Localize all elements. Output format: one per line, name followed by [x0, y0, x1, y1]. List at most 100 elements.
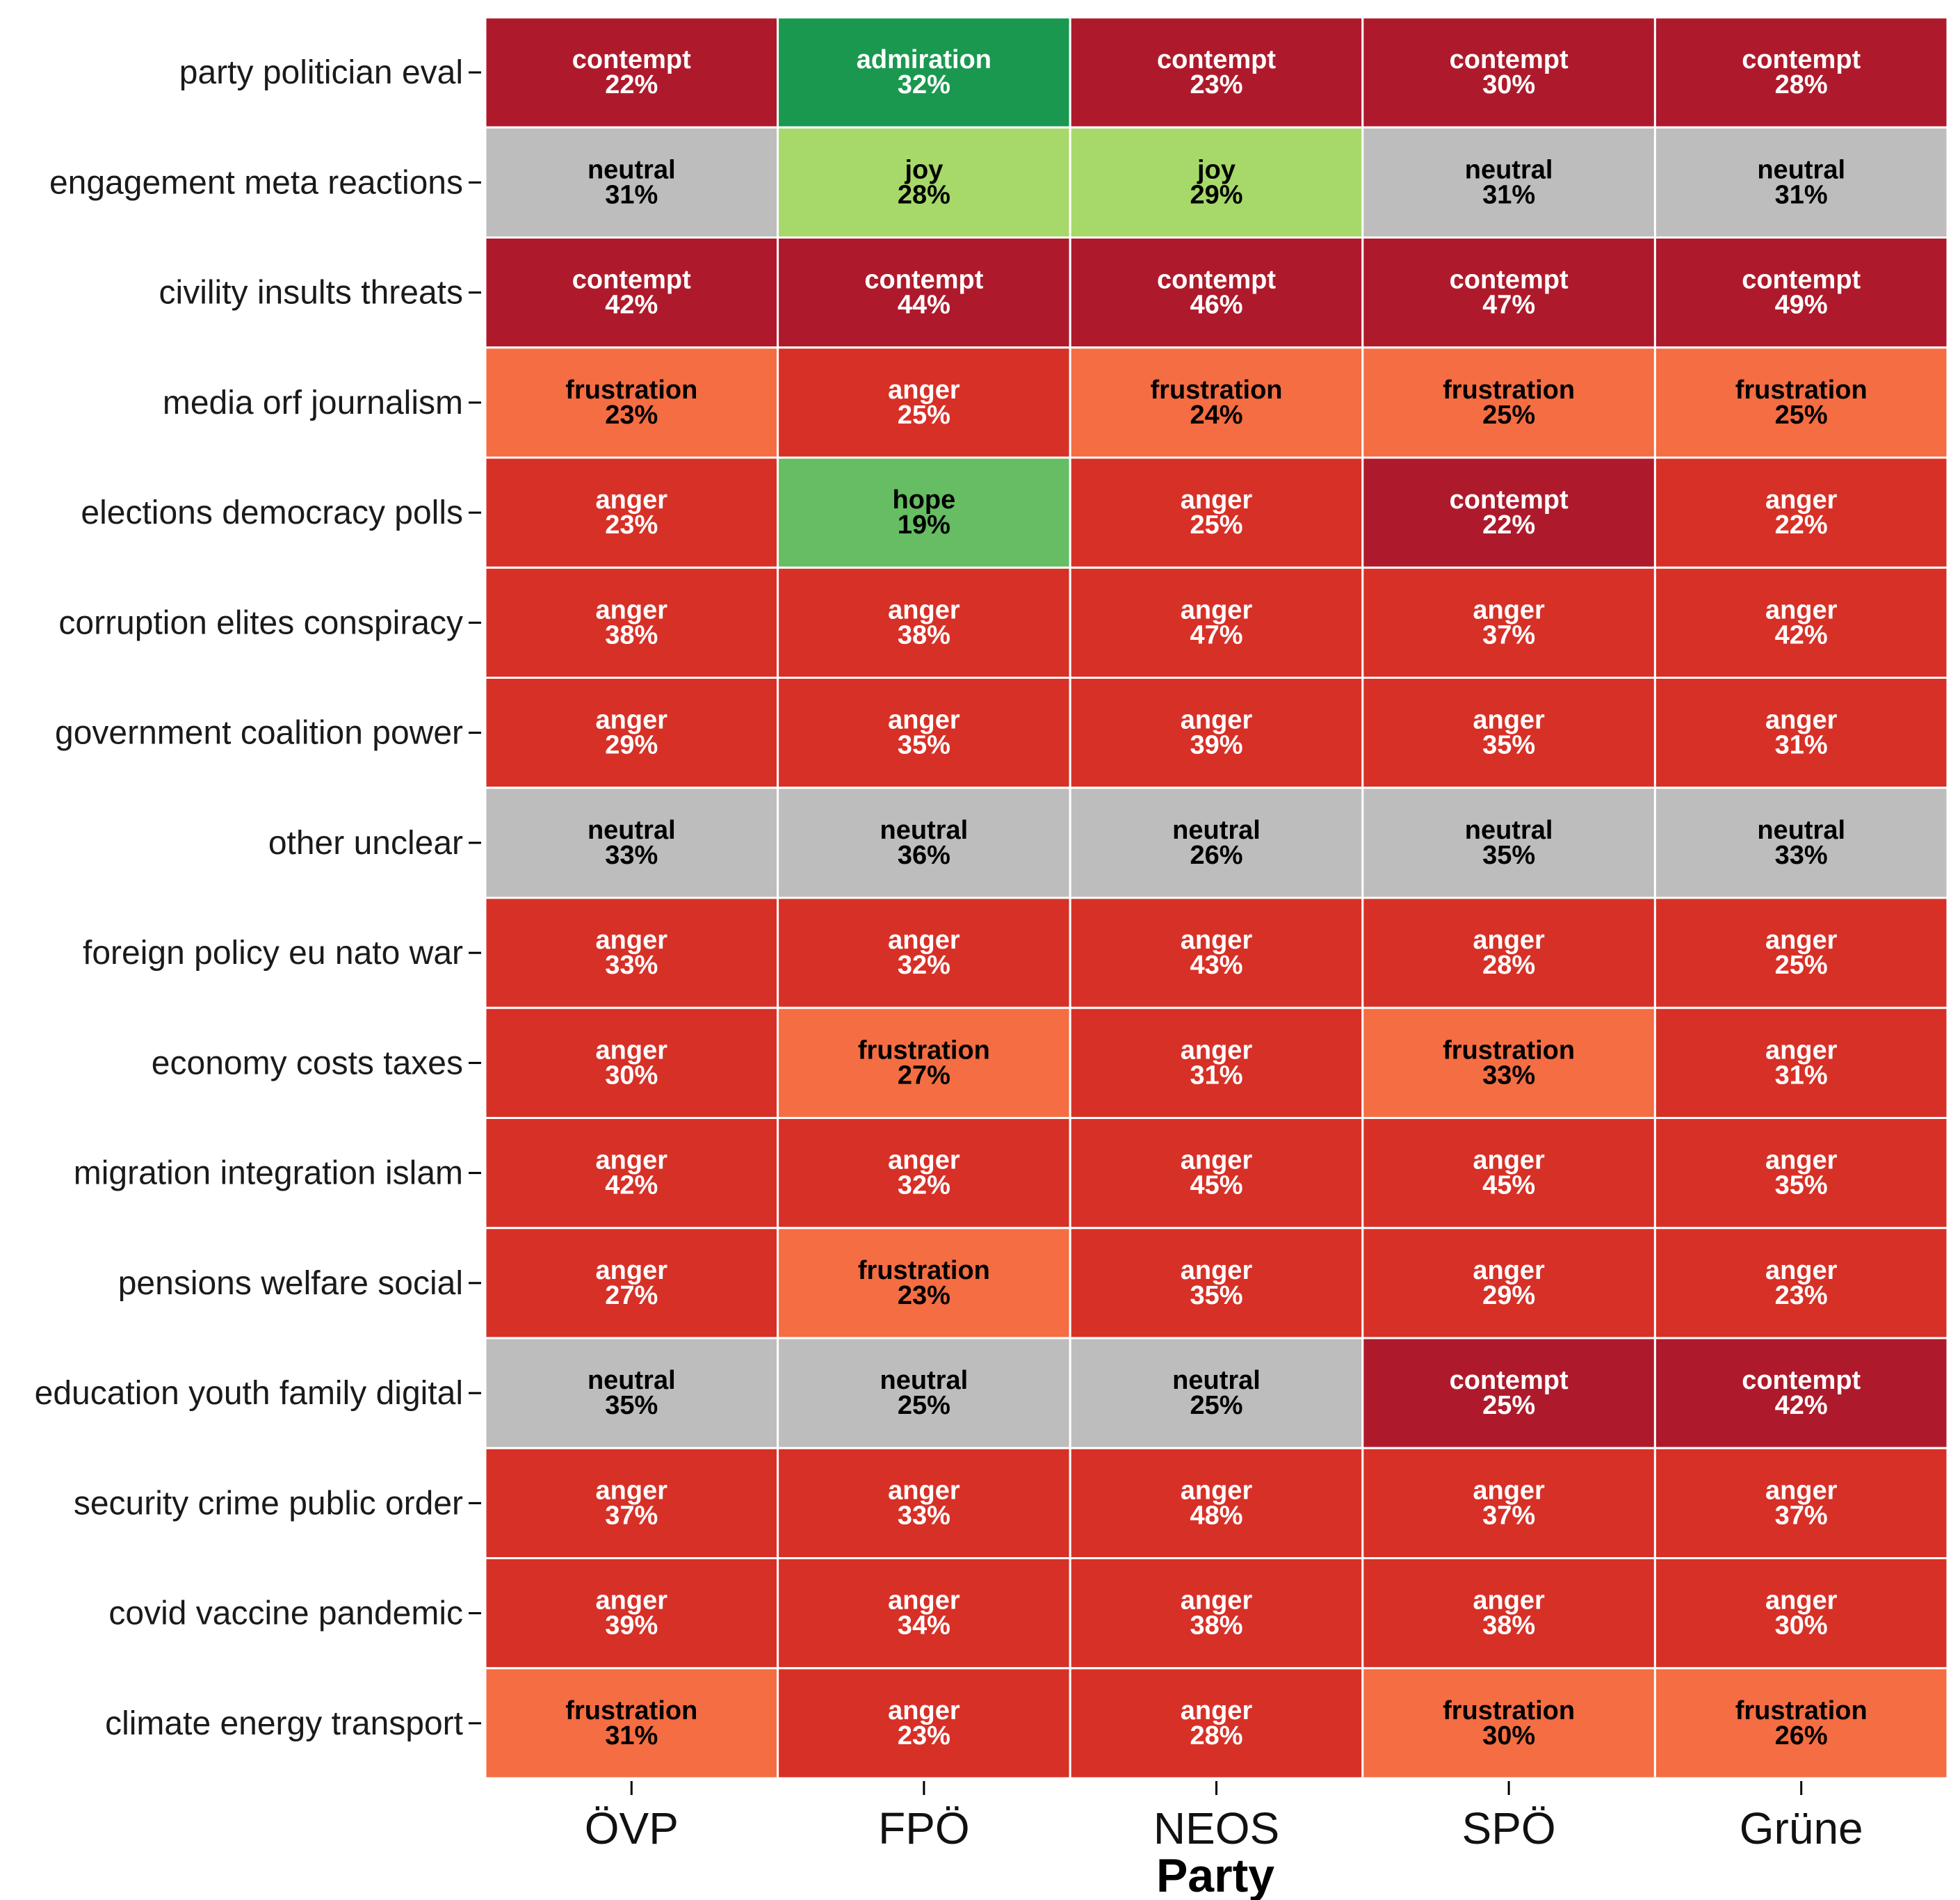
cell-percent-label: 31% — [1482, 180, 1535, 209]
cell-percent-label: 45% — [1482, 1171, 1535, 1200]
cell-percent-label: 38% — [605, 620, 658, 650]
cell-percent-label: 43% — [1190, 951, 1242, 980]
cell-fill — [777, 1227, 1071, 1339]
y-tick-label: migration integration islam — [74, 1155, 463, 1192]
cell-emotion-label: neutral — [880, 816, 969, 845]
cell-fill — [777, 1006, 1071, 1119]
cell-percent-label: 22% — [1482, 510, 1535, 540]
cell-emotion-label: anger — [1181, 485, 1253, 515]
cell-percent-label: 42% — [605, 1171, 658, 1200]
cell-emotion-label: contempt — [572, 266, 691, 295]
cell-percent-label: 35% — [1775, 1171, 1828, 1200]
cell-fill — [1653, 1337, 1949, 1449]
cell-percent-label: 27% — [605, 1281, 658, 1310]
cell-emotion-label: anger — [1473, 1256, 1545, 1285]
cell-percent-label: 42% — [1775, 1391, 1828, 1420]
cell-emotion-label: contempt — [1157, 266, 1276, 295]
x-tick-label: ÖVP — [585, 1803, 679, 1853]
cell-emotion-label: frustration — [565, 1696, 697, 1725]
cell-emotion-label: anger — [1473, 706, 1545, 735]
cell-fill — [1361, 1227, 1656, 1339]
cell-emotion-label: neutral — [1465, 816, 1553, 845]
cell-fill — [777, 346, 1071, 459]
cell-emotion-label: frustration — [565, 376, 697, 405]
cell-fill — [1361, 236, 1656, 349]
cell-percent-label: 25% — [898, 1391, 950, 1420]
cell-emotion-label: neutral — [588, 816, 676, 845]
cell-emotion-label: anger — [888, 1696, 960, 1725]
cell-emotion-label: anger — [888, 376, 960, 405]
cell-emotion-label: contempt — [1450, 266, 1569, 295]
cell-fill — [1069, 126, 1364, 239]
cell-percent-label: 33% — [605, 951, 658, 980]
x-axis: ÖVP FPÖ NEOS SPÖ Grüne — [585, 1781, 1863, 1853]
cell-fill — [777, 16, 1071, 129]
cell-percent-label: 29% — [605, 731, 658, 760]
cell-percent-label: 30% — [1482, 1721, 1535, 1750]
y-tick-label: engagement meta reactions — [49, 164, 463, 201]
cell-fill — [1361, 1337, 1656, 1449]
cell-fill — [1361, 1557, 1656, 1670]
cell-percent-label: 39% — [605, 1611, 658, 1641]
cell-percent-label: 28% — [1190, 1721, 1242, 1750]
cell-emotion-label: hope — [893, 485, 956, 515]
cell-emotion-label: frustration — [1735, 1696, 1868, 1725]
cell-emotion-label: frustration — [858, 1256, 990, 1285]
cell-percent-label: 30% — [1775, 1611, 1828, 1641]
cell-percent-label: 25% — [1190, 1391, 1242, 1420]
cell-fill — [1069, 1117, 1364, 1230]
y-tick-label: climate energy transport — [105, 1705, 463, 1742]
cell-fill — [1653, 1006, 1949, 1119]
cell-fill — [1361, 456, 1656, 569]
cell-percent-label: 38% — [898, 620, 950, 650]
cell-fill — [1361, 126, 1656, 239]
cell-fill — [777, 1667, 1071, 1780]
x-tick-label: SPÖ — [1462, 1803, 1556, 1853]
y-tick-label: other unclear — [268, 825, 463, 862]
cell-percent-label: 45% — [1190, 1171, 1242, 1200]
cell-percent-label: 42% — [1775, 620, 1828, 650]
y-tick-label: pensions welfare social — [118, 1265, 463, 1302]
cell-fill — [484, 787, 779, 899]
y-tick-label: elections democracy polls — [81, 494, 463, 531]
y-tick-label: security crime public order — [74, 1485, 463, 1522]
cell-percent-label: 32% — [898, 1171, 950, 1200]
cell-emotion-label: anger — [596, 595, 668, 625]
x-tick-label: NEOS — [1153, 1803, 1279, 1853]
cell-fill — [1653, 1447, 1949, 1559]
cell-percent-label: 33% — [898, 1501, 950, 1530]
cell-emotion-label: anger — [596, 1256, 668, 1285]
cell-fill — [484, 16, 779, 129]
cell-fill — [1361, 566, 1656, 679]
cell-percent-label: 30% — [1482, 70, 1535, 99]
cell-emotion-label: neutral — [1757, 155, 1845, 184]
cell-emotion-label: anger — [596, 485, 668, 515]
cell-fill — [484, 1227, 779, 1339]
cell-percent-label: 47% — [1482, 291, 1535, 320]
cell-emotion-label: contempt — [1157, 45, 1276, 74]
cell-percent-label: 31% — [1775, 1061, 1828, 1090]
cell-emotion-label: contempt — [1742, 45, 1861, 74]
cell-emotion-label: joy — [1197, 155, 1236, 184]
